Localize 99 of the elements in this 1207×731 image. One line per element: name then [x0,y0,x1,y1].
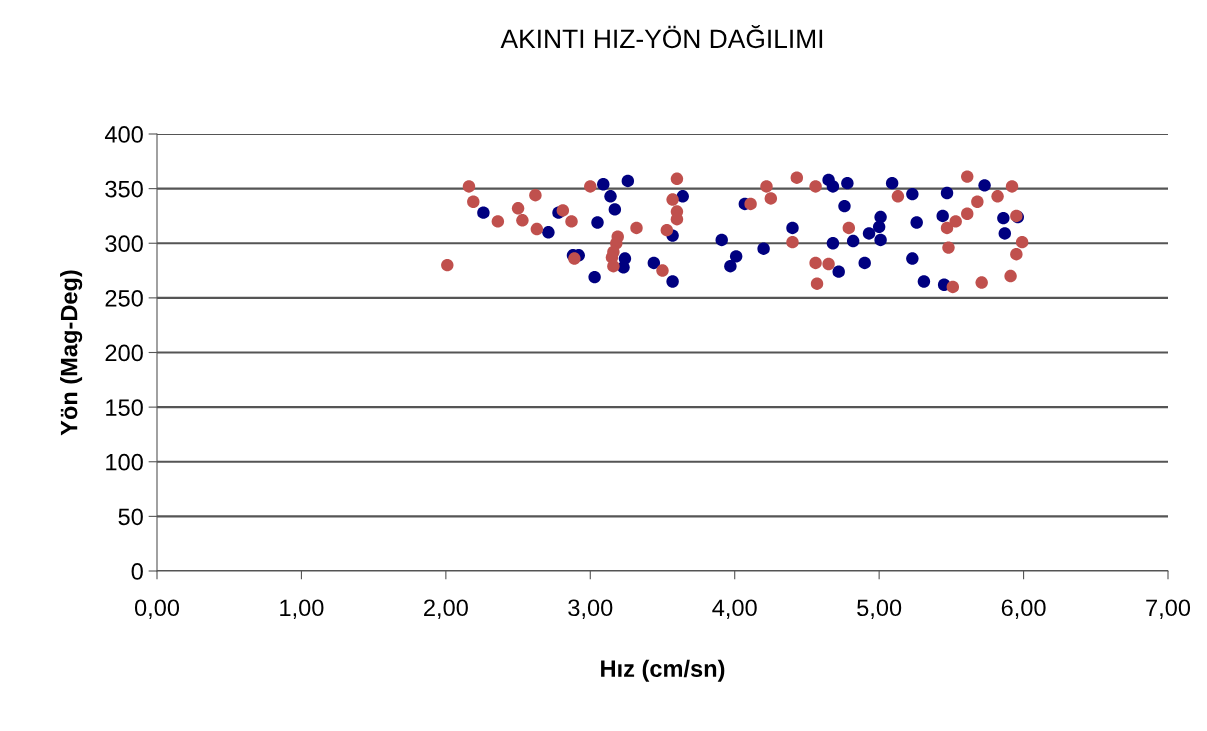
y-tick-label: 250 [105,289,143,307]
y-tick-label: 50 [118,508,143,526]
point [757,242,770,255]
point [874,210,887,224]
point [946,280,960,294]
point [604,190,617,203]
x-tick-label: 7,00 [1146,599,1191,619]
point [467,195,480,208]
point [565,215,578,228]
point [832,265,845,278]
point [729,250,743,263]
point [790,171,804,184]
point [936,209,949,223]
point [961,170,974,183]
point [647,256,661,270]
point [511,202,525,215]
point [764,192,778,205]
point [846,234,860,248]
y-tick-label: 0 [131,563,143,580]
point [841,176,854,190]
point [940,186,954,200]
point [607,259,620,273]
point [906,187,919,201]
x-tick-label: 6,00 [1001,599,1046,619]
point [1004,269,1017,283]
y-axis-title: Yön (Mag-Deg) [60,270,83,436]
point [874,233,887,247]
point [997,211,1010,225]
point [597,178,610,191]
point [975,276,988,289]
x-axis-title: Hız (cm/sn) [601,659,725,682]
chart-title: AKINTI HIZ-YÖN DAĞILIMI [500,24,823,49]
x-tick-label: 0,00 [134,599,180,619]
point [942,241,955,254]
point [809,256,822,270]
point [1015,235,1029,249]
point [584,180,597,193]
point [826,180,840,193]
point [666,275,679,288]
point [630,221,643,235]
point [530,222,544,236]
y-tick-label: 400 [104,126,143,143]
y-tick-label: 100 [106,453,143,471]
point [556,204,570,217]
point [666,193,679,206]
point [786,235,799,249]
point [1010,247,1023,261]
point [529,188,542,202]
point [441,258,454,272]
point [715,233,728,247]
point [760,180,773,193]
point [670,213,684,226]
point [491,215,505,228]
point [940,221,954,235]
point [744,197,757,211]
x-tick-label: 2,00 [424,599,468,619]
point [810,277,824,290]
point [991,190,1004,203]
point [885,176,899,190]
y-tick-label: 200 [105,344,143,362]
point [949,215,962,228]
point [917,275,931,288]
point [542,226,555,239]
point [591,216,604,229]
point [838,199,851,213]
x-tick-label: 5,00 [857,599,902,619]
point [891,190,905,203]
point [621,174,635,188]
point [862,227,876,240]
point [826,237,840,250]
point [462,180,476,193]
point [842,221,856,235]
point [858,256,871,270]
y-tick-label: 350 [105,180,143,198]
point [516,214,529,227]
point [786,221,799,235]
point [1005,180,1019,193]
point [676,190,689,203]
point [809,180,822,193]
y-tick-label: 150 [106,399,143,416]
point [477,206,490,219]
y-tick-label: 300 [105,235,143,253]
point [617,261,630,274]
point [660,223,674,237]
point [978,179,991,192]
point [588,270,601,284]
x-tick-label: 4,00 [712,599,757,619]
point [670,172,684,185]
point [656,264,669,277]
point [724,259,737,273]
x-tick-label: 1,00 [280,599,324,619]
x-tick-label: 3,00 [568,599,613,619]
point [906,252,919,265]
point [998,227,1012,240]
point [961,207,974,220]
point [608,203,622,216]
point [971,195,984,208]
point [822,257,835,271]
point [910,216,923,229]
